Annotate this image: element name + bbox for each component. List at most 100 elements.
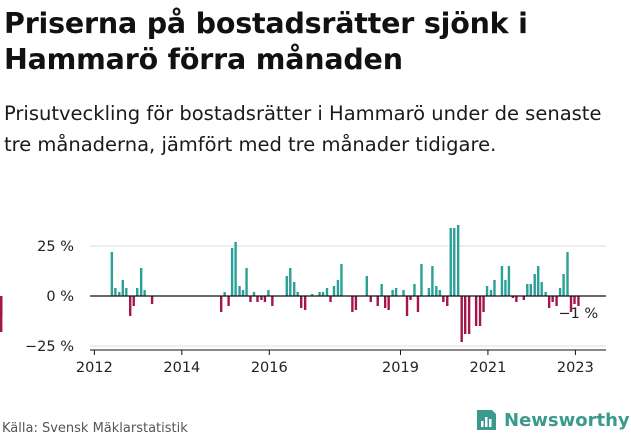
bar (460, 296, 463, 342)
bar (303, 296, 307, 310)
bar (540, 282, 543, 296)
bar (118, 292, 121, 296)
bar (438, 290, 442, 296)
bar (0, 296, 3, 298)
bar (249, 296, 252, 302)
x-tick-label: 2016 (251, 360, 288, 376)
bar (227, 296, 230, 306)
x-tick-label: 2014 (163, 360, 200, 376)
bar (500, 266, 504, 296)
bar (507, 266, 511, 296)
bar (435, 286, 438, 296)
bar (405, 296, 409, 316)
bar (402, 290, 405, 296)
bar (252, 292, 256, 296)
bar (318, 292, 321, 296)
bar (387, 296, 390, 310)
y-tick-label: 25 % (37, 239, 74, 255)
bar (271, 296, 274, 306)
bar (529, 284, 532, 296)
bar (489, 290, 493, 296)
bar (245, 268, 248, 296)
bar (329, 296, 332, 302)
bar (380, 284, 383, 296)
x-tick-label: 2023 (557, 360, 594, 376)
bar (427, 288, 431, 296)
bar (129, 296, 132, 316)
bar (310, 294, 314, 296)
bar (351, 296, 354, 312)
bar (114, 288, 117, 296)
bar (289, 268, 292, 296)
bar (325, 288, 329, 296)
bar (260, 296, 263, 300)
bar (522, 296, 525, 300)
x-tick-label: 2012 (76, 360, 113, 376)
bar (230, 248, 234, 296)
bar (533, 274, 536, 296)
y-tick-label: −25 % (25, 339, 74, 355)
bar (321, 292, 325, 296)
bar (332, 286, 336, 296)
bar (238, 286, 241, 296)
x-tick-label: 2019 (382, 360, 419, 376)
bar (544, 292, 547, 296)
bar (376, 296, 379, 306)
bar (256, 296, 259, 302)
newsworthy-logo-text: Newsworthy (504, 409, 630, 431)
bar (300, 296, 303, 308)
bar (110, 252, 114, 296)
bar (369, 296, 372, 302)
bar (383, 296, 387, 308)
bar (474, 296, 478, 326)
bar (526, 284, 529, 296)
bar (573, 296, 576, 304)
bar (453, 228, 456, 296)
bar (467, 296, 471, 334)
bar (267, 290, 270, 296)
bar (409, 296, 412, 300)
bar (293, 282, 296, 296)
bar (136, 288, 139, 296)
bar (219, 296, 223, 312)
bar (241, 290, 245, 296)
bar (354, 296, 358, 310)
bar (340, 264, 343, 296)
y-tick-label: 0 % (46, 289, 74, 305)
bar (558, 288, 562, 296)
bar (515, 296, 518, 302)
x-tick-label: 2021 (469, 360, 506, 376)
bar (511, 296, 515, 298)
bar (132, 296, 135, 306)
bar (537, 266, 540, 296)
bar (478, 296, 482, 326)
bar (121, 280, 124, 296)
bar (562, 274, 565, 296)
bar (391, 290, 394, 296)
bar (482, 296, 485, 312)
bar (365, 276, 369, 296)
bar (463, 296, 467, 334)
bar (223, 292, 226, 296)
bar (139, 268, 143, 296)
bar (413, 284, 416, 296)
bar (0, 296, 3, 314)
bar (566, 252, 569, 296)
bar (143, 290, 146, 296)
chart-title: Priserna på bostadsrätter sjönk i Hammar… (4, 7, 528, 76)
bar (285, 276, 288, 296)
bar (431, 266, 434, 296)
newsworthy-logo[interactable]: Newsworthy (474, 408, 630, 432)
newsworthy-logo-icon (477, 410, 496, 430)
bar (416, 296, 420, 312)
bar (296, 292, 299, 296)
bar (577, 296, 580, 306)
bar (263, 296, 267, 302)
bar (493, 280, 496, 296)
bar (420, 264, 423, 296)
bar (234, 242, 237, 296)
bar (336, 280, 340, 296)
bar-chart: 25 % 0 % −25 %2012 2014 2016 2019 2021 2023 −1 % (0, 225, 606, 376)
bar (569, 296, 573, 312)
bar (551, 296, 554, 302)
